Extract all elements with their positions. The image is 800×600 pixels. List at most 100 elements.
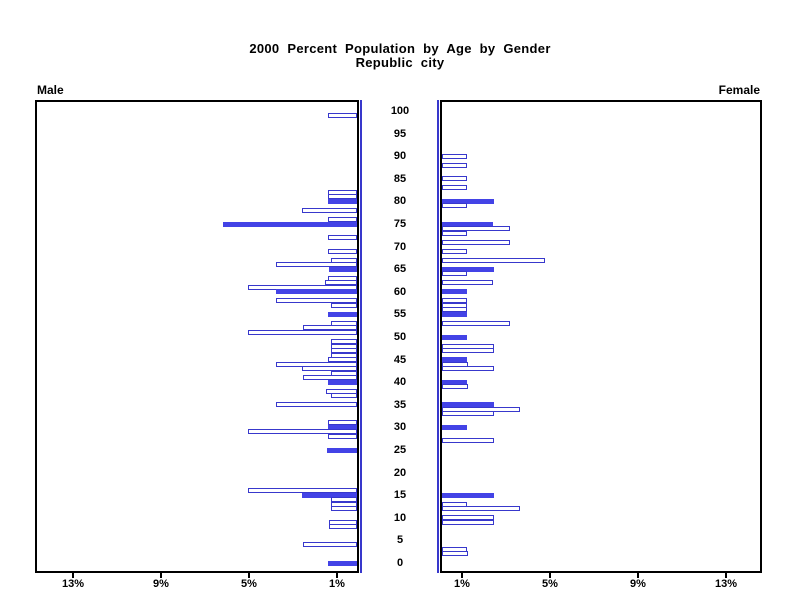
bar-female-age-45 xyxy=(442,357,467,362)
bar-female-age-2 xyxy=(442,551,468,556)
age-tick-label-95: 95 xyxy=(393,128,407,140)
age-tick-label-65: 65 xyxy=(393,263,407,275)
bar-male-age-37 xyxy=(331,393,357,398)
bar-female-age-79 xyxy=(442,203,467,208)
female-tick-label-9: 9% xyxy=(630,578,646,590)
bar-male-age-40 xyxy=(328,380,357,385)
bar-female-age-60 xyxy=(442,289,467,294)
bar-female-age-71 xyxy=(442,240,510,245)
bar-female-age-65 xyxy=(442,267,494,272)
bar-female-age-83 xyxy=(442,185,467,190)
bar-male-age-49 xyxy=(331,339,357,344)
male-tick-mark-5 xyxy=(248,573,250,578)
bar-male-age-65 xyxy=(329,267,357,272)
bar-male-age-72 xyxy=(328,235,357,240)
female-tick-label-13: 13% xyxy=(714,578,738,590)
bar-female-age-43 xyxy=(442,366,494,371)
male-tick-label-13: 13% xyxy=(61,578,85,590)
bar-female-age-69 xyxy=(442,249,467,254)
bar-female-age-58 xyxy=(442,298,467,303)
bar-male-age-76 xyxy=(328,217,357,222)
male-series-label: Male xyxy=(37,83,64,97)
male-tick-label-1: 1% xyxy=(329,578,345,590)
bar-male-age-0 xyxy=(328,561,357,566)
male-tick-label-9: 9% xyxy=(153,578,169,590)
bar-male-age-43 xyxy=(302,366,357,371)
bar-female-age-73 xyxy=(442,231,467,236)
age-tick-label-85: 85 xyxy=(393,173,407,185)
female-plot-area xyxy=(440,100,762,573)
bar-male-age-28 xyxy=(328,434,357,439)
bar-female-age-33 xyxy=(442,411,494,416)
bar-female-age-50 xyxy=(442,335,467,340)
bar-male-age-14 xyxy=(331,497,357,502)
age-tick-label-45: 45 xyxy=(393,354,407,366)
bar-female-age-80 xyxy=(442,199,494,204)
bar-female-age-35 xyxy=(442,402,494,407)
bar-female-age-64 xyxy=(442,271,467,276)
female-tick-mark-9 xyxy=(637,573,639,578)
chart-subtitle: Republic city xyxy=(355,55,445,70)
bar-male-age-45 xyxy=(328,357,357,362)
bar-male-age-58 xyxy=(276,298,357,303)
male-tick-label-5: 5% xyxy=(241,578,257,590)
bar-female-age-12 xyxy=(442,506,520,511)
bar-male-age-41 xyxy=(303,375,357,380)
bar-female-age-88 xyxy=(442,163,467,168)
bar-female-age-15 xyxy=(442,493,494,498)
bar-male-age-15 xyxy=(302,493,357,498)
male-zero-axis-line xyxy=(360,100,362,573)
bar-female-age-9 xyxy=(442,520,494,525)
bar-male-age-51 xyxy=(248,330,357,335)
bar-female-age-10 xyxy=(442,515,494,520)
female-tick-mark-13 xyxy=(725,573,727,578)
age-tick-label-70: 70 xyxy=(393,241,407,253)
female-tick-label-1: 1% xyxy=(454,578,470,590)
bar-male-age-69 xyxy=(328,249,357,254)
male-tick-mark-9 xyxy=(160,573,162,578)
age-tick-label-0: 0 xyxy=(396,557,404,569)
age-tick-label-40: 40 xyxy=(393,376,407,388)
bar-male-age-60 xyxy=(276,289,357,294)
bar-male-age-30 xyxy=(328,425,357,430)
bar-female-age-67 xyxy=(442,258,545,263)
male-plot-area xyxy=(35,100,359,573)
female-tick-mark-5 xyxy=(549,573,551,578)
bar-male-age-55 xyxy=(328,312,357,317)
bar-male-age-29 xyxy=(248,429,357,434)
bar-male-age-8 xyxy=(329,524,357,529)
bar-female-age-30 xyxy=(442,425,467,430)
age-tick-label-80: 80 xyxy=(393,195,407,207)
age-tick-label-50: 50 xyxy=(393,331,407,343)
age-tick-label-55: 55 xyxy=(393,308,407,320)
bar-male-age-4 xyxy=(303,542,357,547)
bar-male-age-78 xyxy=(302,208,357,213)
bar-male-age-35 xyxy=(276,402,357,407)
bar-female-age-90 xyxy=(442,154,467,159)
bar-male-age-52 xyxy=(303,325,357,330)
bar-male-age-81 xyxy=(328,194,357,199)
bar-male-age-47 xyxy=(331,348,357,353)
bar-male-age-31 xyxy=(328,420,357,425)
bar-male-age-99 xyxy=(328,113,357,118)
age-tick-label-15: 15 xyxy=(393,489,407,501)
bar-female-age-56 xyxy=(442,307,467,312)
bar-female-age-74 xyxy=(442,226,510,231)
bar-male-age-80 xyxy=(328,199,357,204)
age-tick-label-35: 35 xyxy=(393,399,407,411)
bar-female-age-85 xyxy=(442,176,467,181)
bar-male-age-57 xyxy=(331,303,357,308)
age-tick-label-100: 100 xyxy=(390,105,410,117)
bar-male-age-66 xyxy=(276,262,357,267)
bar-male-age-25 xyxy=(327,448,357,453)
bar-male-age-62 xyxy=(325,280,357,285)
age-tick-label-75: 75 xyxy=(393,218,407,230)
age-tick-label-30: 30 xyxy=(393,421,407,433)
male-tick-mark-1 xyxy=(336,573,338,578)
bar-female-age-55 xyxy=(442,312,467,317)
bar-female-age-75 xyxy=(442,222,493,227)
male-tick-mark-13 xyxy=(72,573,74,578)
bar-female-age-47 xyxy=(442,348,494,353)
bar-male-age-16 xyxy=(248,488,357,493)
